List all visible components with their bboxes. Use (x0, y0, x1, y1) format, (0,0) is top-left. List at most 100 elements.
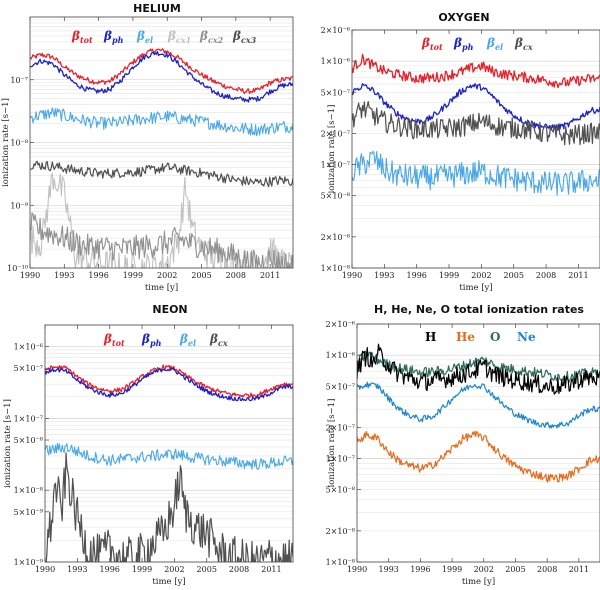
chart-title: NEON (152, 303, 187, 316)
x-tick-label: 1996 (100, 565, 120, 574)
x-tick-label: 2005 (505, 565, 525, 574)
y-tick-label: 1×10⁻⁸ (321, 264, 350, 273)
x-tick-label: 2005 (197, 565, 217, 574)
x-tick-label: 1999 (123, 271, 143, 280)
x-tick-label: 2008 (226, 271, 246, 280)
y-axis-label: ionization rate [s−1] (3, 399, 13, 488)
y-tick-label: 5×10⁻⁸ (14, 436, 43, 445)
plot-frame (351, 29, 600, 269)
x-tick-label: 1996 (410, 565, 430, 574)
x-axis-label: time [y] (152, 577, 185, 587)
y-tick-label: 1×10⁻⁸ (14, 486, 43, 495)
legend-entry-cx: βcx (209, 332, 228, 348)
x-tick-label: 1999 (132, 565, 152, 574)
series-line-ph-2 (352, 83, 600, 131)
series-line-ph-3 (45, 367, 293, 402)
legend-entry-cx: βcx (514, 36, 533, 52)
legend-entry-He: He (456, 330, 475, 344)
y-tick-label: 2×10⁻⁶ (321, 26, 350, 35)
y-tick-label: 5×10⁻⁸ (326, 486, 355, 495)
legend-entry-el: βel (136, 29, 153, 45)
y-tick-label: 5×10⁻⁸ (321, 192, 350, 201)
x-tick-label: 2002 (471, 271, 491, 280)
x-tick-label: 1999 (442, 565, 462, 574)
chart-panel-1: 1990 1993 1996 1999 2002 2005 2008 2011 10⁻¹⁰ 10⁻… (1, 2, 294, 293)
x-axis-label: time [y] (462, 577, 495, 587)
x-tick-label: 2002 (474, 565, 494, 574)
legend-entry-el: βel (486, 36, 503, 52)
x-tick-label: 2011 (568, 271, 588, 280)
x-axis-label: time [y] (459, 283, 492, 293)
x-tick-label: 1990 (20, 271, 40, 280)
series-line-tot-3 (45, 364, 293, 399)
series-line-el-1 (30, 107, 293, 137)
series-line-el-2 (352, 150, 600, 196)
y-tick-label: 1×10⁻⁷ (321, 161, 350, 170)
series-line-O-4 (357, 350, 600, 383)
legend-entry-tot: βtot (103, 332, 125, 348)
series-line-H-4 (357, 343, 600, 395)
series-line-cx-2 (352, 100, 600, 146)
x-tick-label: 1990 (347, 565, 367, 574)
y-axis-label: ionization rate [s−1] (327, 105, 337, 194)
chart-title: H, He, Ne, O total ionization rates (374, 303, 584, 316)
y-tick-label: 1×10⁻⁷ (326, 455, 355, 464)
x-tick-label: 2002 (164, 565, 184, 574)
x-tick-label: 1996 (407, 271, 427, 280)
legend-entry-ph: βph (453, 36, 474, 52)
legend-entry-cx1: βcx1 (167, 29, 191, 45)
series-line-He-4 (357, 430, 600, 483)
chart-title: OXYGEN (438, 11, 489, 24)
x-tick-label: 2008 (229, 565, 249, 574)
x-tick-label: 2011 (260, 271, 280, 280)
legend-entry-cx2: βcx2 (199, 29, 224, 45)
x-tick-label: 2005 (191, 271, 211, 280)
y-tick-label: 10⁻⁷ (10, 76, 28, 85)
series-line-el-3 (45, 442, 293, 470)
x-tick-label: 2005 (504, 271, 524, 280)
y-tick-label: 1×10⁻⁹ (14, 558, 44, 567)
legend-entry-O: O (490, 330, 500, 344)
series-line-cx2-1 (30, 212, 293, 268)
y-tick-label: 5×10⁻⁷ (326, 382, 355, 391)
legend-entry-Ne: Ne (517, 330, 536, 344)
legend-entry-H: H (425, 330, 436, 344)
y-tick-label: 2×10⁻⁷ (326, 423, 355, 432)
legend-entry-ph: βph (103, 29, 124, 45)
series-line-cx1-1 (30, 172, 293, 268)
x-tick-label: 1993 (374, 271, 394, 280)
y-tick-label: 5×10⁻⁷ (321, 88, 350, 97)
y-axis-label: ionization rate [s−1] (1, 98, 11, 187)
series-line-tot-2 (352, 53, 600, 89)
legend-entry-cx3: βcx3 (232, 29, 257, 45)
chart-panel-4: 1990 1993 1996 1999 2002 2005 2008 2011 1×10⁻⁸ 2×… (326, 303, 600, 587)
y-tick-label: 5×10⁻⁷ (14, 364, 43, 373)
series-line-tot-1 (30, 48, 293, 95)
series-line-Ne-4 (357, 381, 600, 429)
x-tick-label: 2002 (157, 271, 177, 280)
y-tick-label: 2×10⁻⁶ (326, 320, 355, 329)
x-tick-label: 1990 (342, 271, 362, 280)
legend-entry-el: βel (179, 332, 196, 348)
x-tick-label: 1999 (439, 271, 459, 280)
series-line-cx-3 (45, 452, 293, 562)
y-tick-label: 5×10⁻⁹ (14, 508, 44, 517)
y-tick-label: 2×10⁻⁷ (321, 129, 350, 138)
chart-title: HELIUM (133, 2, 181, 15)
x-tick-label: 1993 (67, 565, 87, 574)
x-tick-label: 1996 (88, 271, 108, 280)
plot-frame (356, 323, 600, 563)
y-tick-label: 10⁻⁸ (10, 139, 28, 148)
y-tick-label: 1×10⁻⁸ (326, 558, 355, 567)
x-tick-label: 1993 (379, 565, 399, 574)
y-tick-label: 10⁻¹⁰ (7, 264, 28, 273)
x-axis-label: time [y] (145, 283, 178, 293)
x-tick-label: 2008 (536, 271, 556, 280)
y-tick-label: 1×10⁻⁷ (14, 414, 43, 423)
legend-entry-tot: βtot (421, 36, 443, 52)
x-tick-label: 1990 (35, 565, 55, 574)
series-line-ph-1 (30, 50, 293, 103)
y-tick-label: 10⁻⁹ (10, 201, 28, 210)
y-tick-label: 1×10⁻⁶ (326, 351, 355, 360)
